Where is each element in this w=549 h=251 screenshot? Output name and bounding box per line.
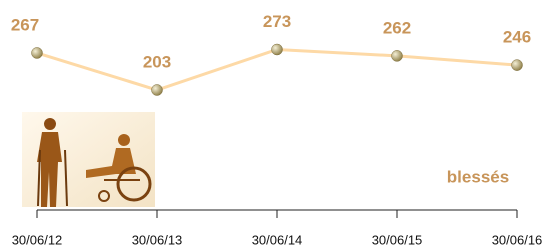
marker — [32, 47, 43, 58]
x-tick-label: 30/06/16 — [492, 232, 543, 247]
data-label: 246 — [503, 28, 531, 47]
data-label: 203 — [143, 52, 171, 71]
x-tick-label: 30/06/14 — [252, 232, 303, 247]
data-label: 273 — [263, 12, 291, 31]
chart: blessés 30/06/12 30/06/13 30/06/14 30/06/15… — [0, 0, 549, 251]
marker — [152, 85, 163, 96]
data-label: 262 — [383, 18, 411, 37]
series-line — [37, 50, 517, 91]
series-label: blessés — [447, 167, 509, 186]
icon-injured — [22, 112, 155, 207]
x-tick-label: 30/06/13 — [132, 232, 183, 247]
data-label: 267 — [11, 15, 39, 34]
x-tick-label: 30/06/15 — [372, 232, 423, 247]
marker — [272, 44, 283, 55]
marker — [392, 50, 403, 61]
x-tick-label: 30/06/12 — [12, 232, 63, 247]
marker — [512, 60, 523, 71]
